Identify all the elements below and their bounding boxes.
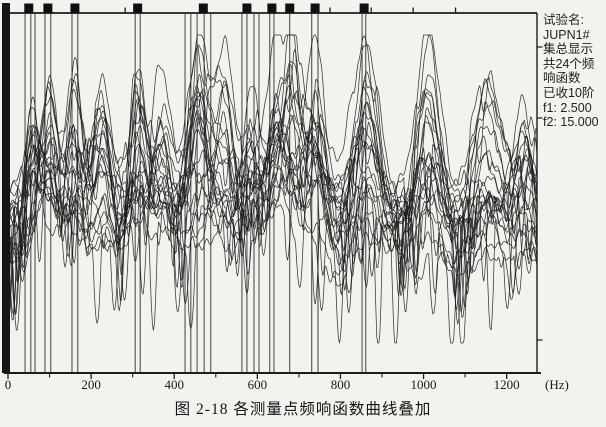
frf-curve bbox=[7, 49, 538, 328]
x-tick-label: 800 bbox=[330, 377, 351, 392]
mode-marker-square bbox=[285, 3, 295, 14]
mode-marker-square bbox=[24, 3, 34, 14]
x-axis-tick-labels: 0 200 400 600 800 1000 1200 bbox=[0, 377, 606, 395]
x-tick-label: 400 bbox=[164, 377, 184, 392]
info-frf-count-line1: 共24个频 bbox=[543, 56, 595, 71]
x-tick-label: 1000 bbox=[410, 377, 437, 392]
mode-marker-square bbox=[133, 3, 143, 14]
x-tick-label: 1200 bbox=[493, 377, 520, 392]
info-modes-collected: 已收10阶 bbox=[543, 85, 595, 100]
frf-curve bbox=[7, 74, 538, 314]
x-tick-label: 0 bbox=[4, 377, 12, 392]
info-test-name-value: JUPN1# bbox=[543, 27, 590, 42]
frf-curve bbox=[7, 83, 538, 300]
frf-curve bbox=[7, 96, 538, 288]
frf-curve bbox=[7, 80, 538, 318]
mode-marker-square bbox=[198, 3, 208, 14]
frf-curve bbox=[7, 71, 538, 296]
plot-left-bar bbox=[2, 3, 10, 373]
frf-curve bbox=[7, 44, 538, 320]
info-f2-value: f2: 15.000 bbox=[543, 115, 599, 130]
info-display-mode: 集总显示 bbox=[543, 42, 594, 57]
figure-caption: 图 2-18 各测量点频响函数曲线叠加 bbox=[174, 401, 432, 418]
frf-curve bbox=[7, 34, 538, 314]
mode-marker-square bbox=[359, 3, 369, 14]
frf-curve bbox=[7, 34, 538, 238]
info-f1-value: f1: 2.500 bbox=[543, 100, 592, 115]
mode-marker-square bbox=[43, 3, 53, 14]
x-tick-label: 600 bbox=[247, 377, 268, 392]
mode-marker-square bbox=[70, 3, 80, 14]
mode-marker-square bbox=[267, 3, 277, 14]
info-panel: 试验名: JUPN1# 集总显示 共24个频 响函数 已收10阶 f1: 2.5… bbox=[543, 13, 605, 130]
frf-curve bbox=[7, 108, 538, 344]
mode-marker-square bbox=[242, 3, 252, 14]
mode-marker-square bbox=[310, 3, 320, 14]
frf-curve bbox=[7, 34, 538, 255]
x-axis-unit-label: (Hz) bbox=[545, 377, 569, 392]
info-test-name-label: 试验名: bbox=[543, 13, 584, 27]
x-tick-label: 200 bbox=[81, 377, 101, 392]
info-frf-count-line2: 响函数 bbox=[543, 71, 581, 86]
frf-curve bbox=[7, 61, 538, 344]
frf-curve bbox=[7, 34, 538, 295]
